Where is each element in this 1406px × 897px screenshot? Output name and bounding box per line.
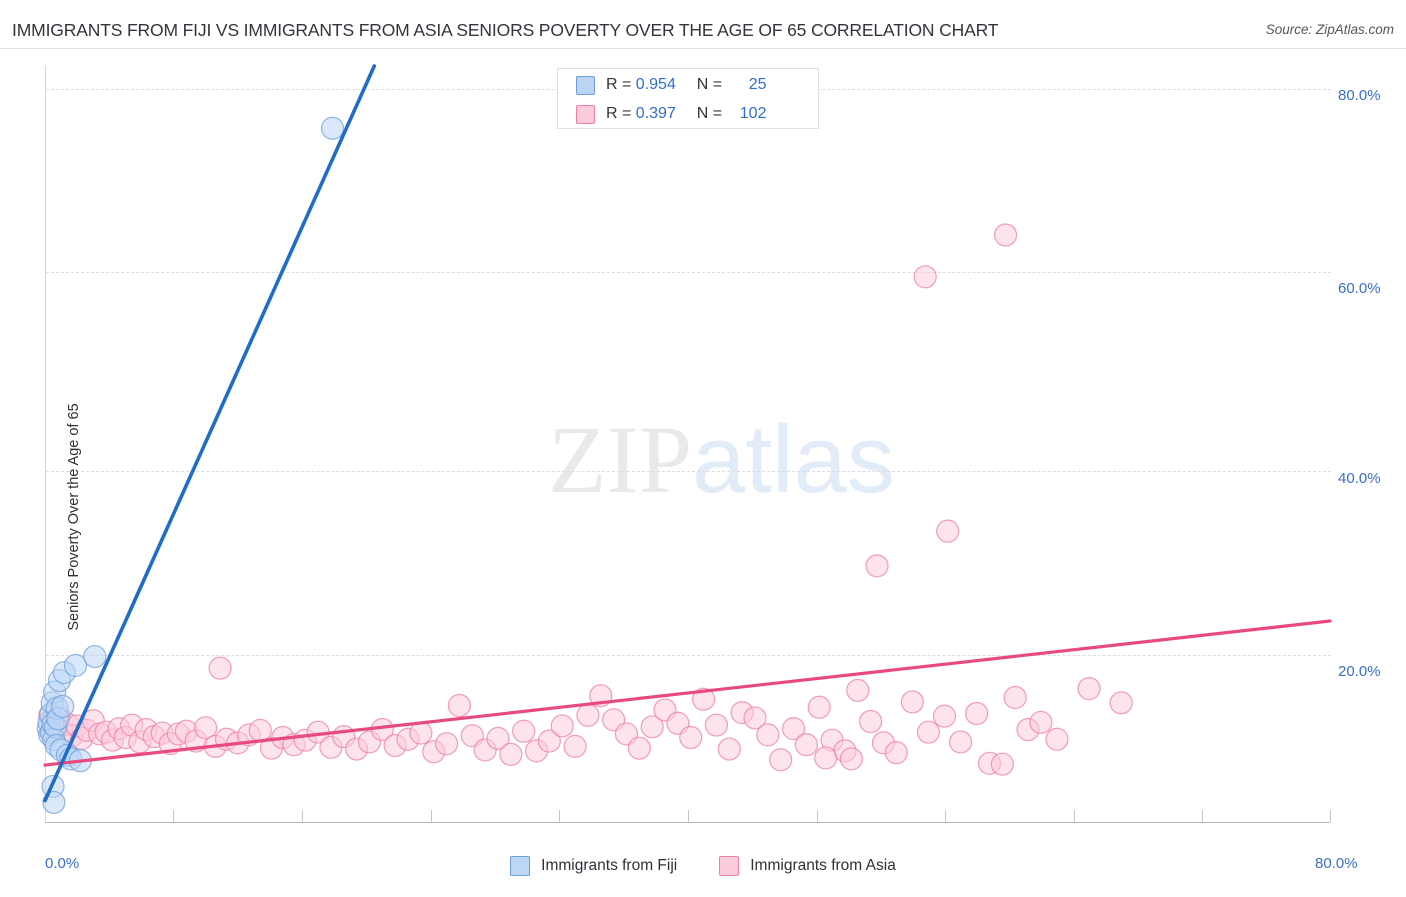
x-tick	[302, 810, 303, 822]
plot-area: Seniors Poverty Over the Age of 65	[45, 66, 1331, 822]
x-tick	[1074, 810, 1075, 822]
x-tick	[945, 810, 946, 822]
page-title: IMMIGRANTS FROM FIJI VS IMMIGRANTS FROM …	[12, 20, 999, 40]
stats-row-fiji: R = 0.954 N = 25	[558, 71, 766, 99]
legend-item-fiji[interactable]: Immigrants from Fiji	[510, 856, 677, 876]
r-label-fiji: R =	[606, 76, 636, 93]
source-label: Source: ZipAtlas.com	[1265, 22, 1394, 37]
chart-header: IMMIGRANTS FROM FIJI VS IMMIGRANTS FROM …	[0, 0, 1406, 49]
y-tick-label-40: 40.0%	[1338, 470, 1381, 487]
y-tick-label-60: 60.0%	[1338, 280, 1381, 297]
x-tick	[1202, 810, 1203, 822]
x-tick	[817, 810, 818, 822]
legend-swatch-asia-bottom	[719, 856, 740, 876]
x-axis-line	[45, 822, 1330, 823]
legend-swatch-fiji	[576, 75, 595, 95]
r-value-asia: 0.397	[635, 105, 676, 122]
x-tick	[1330, 810, 1331, 822]
legend-label-asia: Immigrants from Asia	[750, 857, 896, 874]
n-label-asia: N =	[696, 105, 727, 122]
gridline-40	[46, 471, 1331, 472]
legend-label-fiji: Immigrants from Fiji	[541, 857, 678, 874]
x-tick-label-min: 0.0%	[45, 855, 80, 872]
y-axis-title: Seniors Poverty Over the Age of 65	[66, 403, 82, 631]
r-value-fiji: 0.954	[635, 76, 676, 93]
stats-text-asia: R = 0.397 N = 102	[606, 105, 766, 123]
series-legend: Immigrants from Fiji Immigrants from Asi…	[0, 851, 1406, 881]
legend-swatch-fiji-bottom	[510, 856, 531, 876]
r-label-asia: R =	[606, 105, 636, 122]
gridline-20	[46, 655, 1331, 656]
legend-swatch-asia	[576, 104, 595, 124]
x-tick	[688, 810, 689, 822]
correlation-stats-legend: R = 0.954 N = 25 R = 0.397 N = 102	[557, 68, 819, 129]
stats-text-fiji: R = 0.954 N = 25	[606, 76, 766, 94]
n-label-fiji: N =	[696, 76, 727, 93]
x-tick-label-max: 80.0%	[1315, 855, 1358, 872]
x-tick	[559, 810, 560, 822]
n-value-asia: 102	[739, 105, 767, 122]
legend-item-asia[interactable]: Immigrants from Asia	[719, 856, 896, 876]
x-tick	[173, 810, 174, 822]
y-tick-label-80: 80.0%	[1338, 87, 1381, 104]
y-tick-label-20: 20.0%	[1338, 663, 1381, 680]
stats-row-asia: R = 0.397 N = 102	[558, 100, 766, 128]
gridline-60	[46, 272, 1331, 273]
x-tick	[431, 810, 432, 822]
n-value-fiji: 25	[748, 76, 767, 93]
